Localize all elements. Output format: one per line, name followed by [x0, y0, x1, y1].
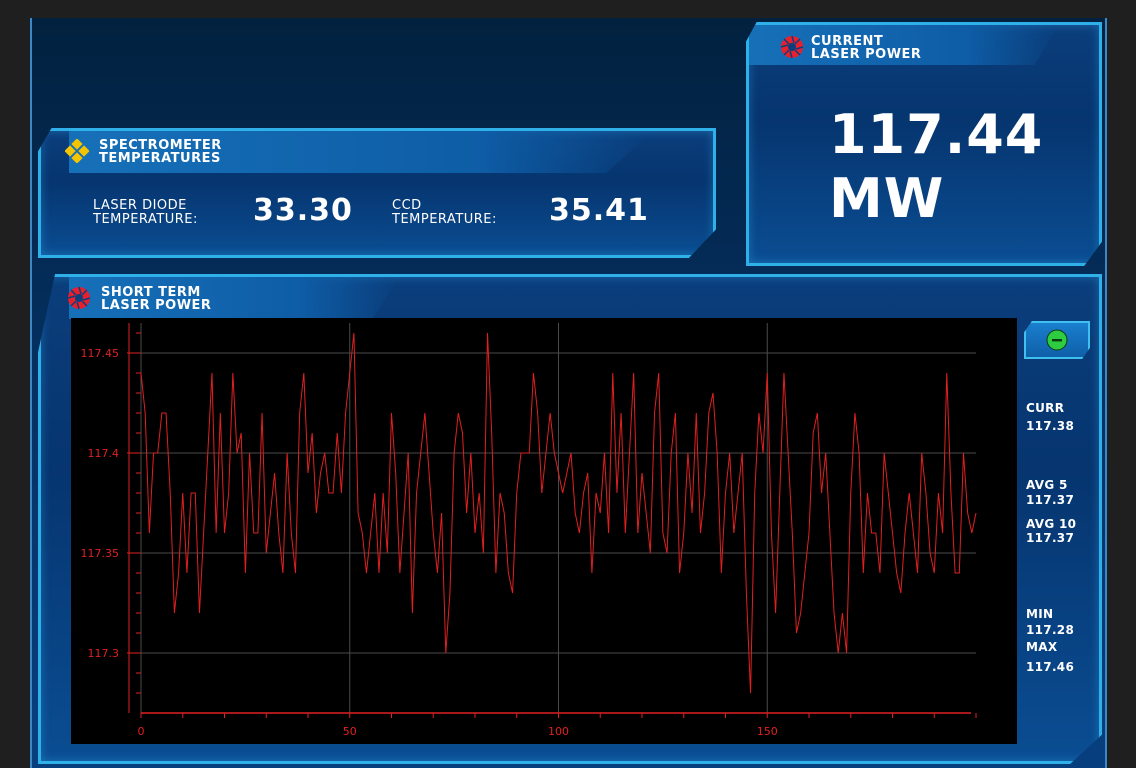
x-tick-label: 0 [138, 725, 145, 738]
avg10-value: 117.37 [1026, 531, 1075, 545]
plot-background [71, 318, 1017, 744]
curr-value: 117.38 [1026, 419, 1075, 433]
avg5-value: 117.37 [1026, 493, 1075, 507]
current-power-value: 117.44 [829, 103, 1044, 166]
laser-diode-temp-label-line2: TEMPERATURE: [93, 212, 198, 227]
aperture-icon [67, 286, 91, 310]
spectrometer-title-line2: TEMPERATURES [99, 151, 221, 166]
curr-label: CURR [1026, 401, 1065, 415]
aperture-icon [780, 35, 804, 59]
short-term-panel-header [69, 277, 399, 319]
avg10-label: AVG 10 [1026, 517, 1077, 531]
ccd-temp-label-line2: TEMPERATURE: [392, 212, 497, 227]
y-tick-label: 117.45 [81, 347, 120, 360]
avg5-label: AVG 5 [1026, 478, 1068, 492]
x-tick-label: 50 [343, 725, 357, 738]
y-tick-label: 117.4 [88, 447, 120, 460]
laser-diode-temp-value: 33.30 [253, 193, 353, 228]
short-term-laser-power-panel: SHORT TERM LASER POWER 117.3 117.35 117.4 1… [38, 274, 1102, 764]
app-window: SPECTROMETER TEMPERATURES LASER DIODE TE… [30, 18, 1107, 768]
x-tick-label: 150 [757, 725, 778, 738]
diamond-cluster-icon [64, 138, 90, 164]
ccd-temp-value: 35.41 [549, 193, 649, 228]
x-tick-label: 100 [548, 725, 569, 738]
series-line [140, 332, 977, 694]
max-value: 117.46 [1026, 660, 1075, 674]
current-laser-power-panel: CURRENT LASER POWER 117.44 MW [746, 22, 1102, 266]
spectrometer-temperatures-panel: SPECTROMETER TEMPERATURES LASER DIODE TE… [38, 128, 716, 258]
minus-icon [1046, 329, 1068, 351]
y-tick-label: 117.35 [81, 547, 120, 560]
short-term-title-line1: SHORT TERM [101, 285, 201, 300]
laser-diode-temp-label-line1: LASER DIODE [93, 198, 187, 213]
current-power-title-line2: LASER POWER [811, 47, 922, 62]
min-label: MIN [1026, 607, 1054, 621]
short-term-title-line2: LASER POWER [101, 298, 212, 313]
ccd-temp-label-line1: CCD [392, 198, 422, 213]
current-power-unit: MW [829, 167, 945, 230]
current-power-title-line1: CURRENT [811, 34, 884, 49]
max-label: MAX [1026, 640, 1058, 654]
y-tick-label: 117.3 [88, 647, 120, 660]
collapse-button[interactable] [1024, 321, 1090, 359]
spectrometer-title-line1: SPECTROMETER [99, 138, 222, 153]
laser-power-line-chart: 117.3 117.35 117.4 117.45 0 50 100 150 [71, 318, 1017, 744]
min-value: 117.28 [1026, 623, 1075, 637]
spectrometer-panel-header [69, 131, 653, 173]
